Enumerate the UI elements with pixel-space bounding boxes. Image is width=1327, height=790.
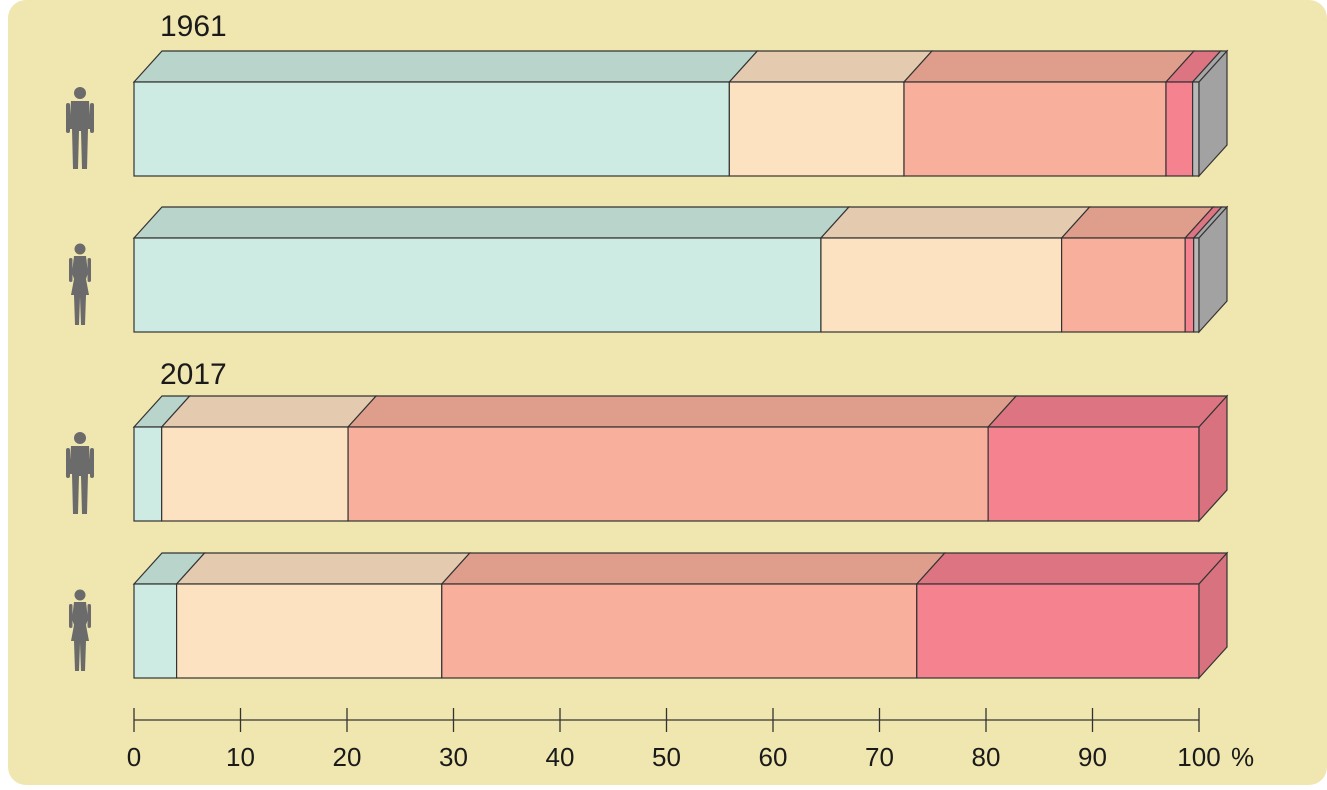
x-tick-label: 60 xyxy=(759,742,788,772)
bar-segment-top xyxy=(902,50,1196,83)
bar-segment-top xyxy=(986,395,1229,428)
bar-side-face xyxy=(1198,205,1228,334)
bar-segment-top xyxy=(727,50,934,83)
bar-segment xyxy=(820,237,1063,333)
bar-segment xyxy=(987,426,1200,522)
bar-side-face xyxy=(1198,394,1228,523)
bar-side-face xyxy=(1198,551,1228,680)
x-tick-label: 50 xyxy=(652,742,681,772)
bar-segment xyxy=(1165,81,1194,177)
bar-segment-top xyxy=(440,552,947,585)
group-label: 2017 xyxy=(160,358,227,391)
group-label: 1961 xyxy=(160,10,227,43)
x-tick-label: 40 xyxy=(546,742,575,772)
x-axis: 0 10 20 30 40 50 60 70 80 90 100% xyxy=(127,708,1254,772)
x-unit-label: % xyxy=(1231,742,1254,772)
bar-segment-top xyxy=(346,395,1018,428)
x-tick-label: 20 xyxy=(333,742,362,772)
bar-segment-top xyxy=(132,50,759,83)
bar-segment xyxy=(133,583,178,679)
bar-segment-top xyxy=(175,552,472,585)
x-tick-label: 100 xyxy=(1177,742,1220,772)
bar-segment-top xyxy=(915,552,1229,585)
bar-segment xyxy=(903,81,1167,177)
stacked-bar xyxy=(69,205,1229,334)
x-tick-label: 90 xyxy=(1078,742,1107,772)
group-2017: 2017 xyxy=(66,358,1229,680)
bar-segment-top xyxy=(132,206,851,239)
bar-segment xyxy=(1061,237,1186,333)
stacked-bar xyxy=(66,394,1229,523)
bar-segment xyxy=(347,426,989,522)
x-tick-label: 80 xyxy=(972,742,1001,772)
bar-segment-top xyxy=(819,206,1091,239)
x-tick-label: 10 xyxy=(226,742,255,772)
x-tick-label: 70 xyxy=(865,742,894,772)
bar-segment xyxy=(176,583,443,679)
stacked-bar xyxy=(69,551,1229,680)
group-1961: 1961 xyxy=(66,10,1229,334)
stacked-bar xyxy=(66,49,1229,178)
bar-segment xyxy=(161,426,349,522)
bar-segment xyxy=(133,426,163,522)
bar-segment xyxy=(133,81,730,177)
bar-segment xyxy=(441,583,918,679)
bars-layer: 1961 2017 xyxy=(66,10,1229,680)
bar-side-face xyxy=(1198,49,1228,178)
x-tick-label: 30 xyxy=(439,742,468,772)
bar-segment-top xyxy=(160,395,378,428)
bar-segment xyxy=(133,237,822,333)
bar-segment xyxy=(1193,237,1200,333)
bar-segment xyxy=(1192,81,1200,177)
bar-segment xyxy=(1184,237,1195,333)
x-tick-label: 0 xyxy=(127,742,141,772)
bar-segment xyxy=(916,583,1200,679)
bar-segment xyxy=(728,81,905,177)
